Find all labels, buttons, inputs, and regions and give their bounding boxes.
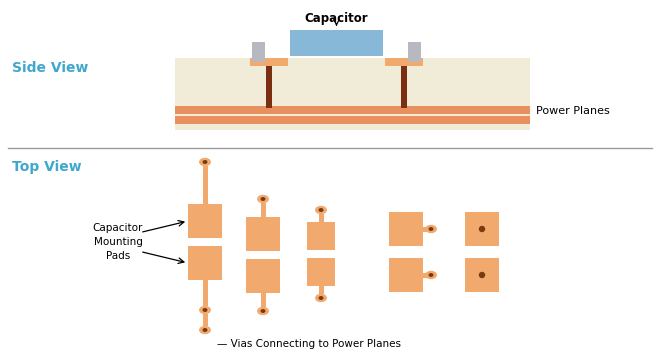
Bar bbox=[385, 58, 423, 66]
Bar bbox=[389, 258, 423, 292]
Ellipse shape bbox=[319, 297, 323, 299]
Ellipse shape bbox=[480, 273, 484, 277]
Ellipse shape bbox=[258, 308, 268, 314]
Text: Capacitor
Mounting
Pads: Capacitor Mounting Pads bbox=[93, 223, 143, 261]
Ellipse shape bbox=[429, 274, 433, 276]
Bar bbox=[250, 58, 288, 66]
Ellipse shape bbox=[200, 158, 211, 166]
Bar bbox=[188, 246, 222, 280]
Ellipse shape bbox=[258, 195, 268, 202]
Bar bbox=[465, 212, 499, 246]
Bar bbox=[175, 106, 530, 114]
Bar bbox=[307, 258, 335, 286]
Bar bbox=[246, 259, 280, 293]
Text: Power Planes: Power Planes bbox=[536, 106, 610, 116]
Bar bbox=[261, 203, 265, 217]
Bar bbox=[319, 214, 323, 222]
Text: Top View: Top View bbox=[12, 160, 82, 174]
Bar bbox=[175, 116, 530, 124]
Ellipse shape bbox=[426, 272, 436, 278]
Bar bbox=[307, 222, 335, 250]
Text: — Vias Connecting to Power Planes: — Vias Connecting to Power Planes bbox=[217, 339, 401, 349]
Ellipse shape bbox=[200, 306, 211, 313]
Bar bbox=[203, 314, 207, 326]
Ellipse shape bbox=[429, 228, 433, 230]
Bar bbox=[246, 217, 280, 251]
Text: Capacitor: Capacitor bbox=[305, 12, 368, 25]
Bar bbox=[188, 204, 222, 238]
Ellipse shape bbox=[315, 206, 326, 214]
Ellipse shape bbox=[480, 226, 484, 232]
Ellipse shape bbox=[203, 329, 207, 331]
Bar bbox=[423, 273, 427, 277]
Bar bbox=[175, 58, 530, 130]
Ellipse shape bbox=[319, 209, 323, 211]
Ellipse shape bbox=[261, 198, 265, 200]
Bar bbox=[290, 30, 383, 56]
Bar bbox=[266, 66, 272, 108]
Text: Side View: Side View bbox=[12, 61, 88, 75]
Bar bbox=[319, 286, 323, 294]
Ellipse shape bbox=[426, 226, 436, 233]
Bar bbox=[203, 280, 207, 306]
Ellipse shape bbox=[203, 161, 207, 163]
Bar bbox=[252, 42, 265, 62]
Bar bbox=[408, 42, 421, 62]
Bar bbox=[401, 66, 407, 108]
Bar bbox=[423, 226, 427, 232]
Ellipse shape bbox=[261, 310, 265, 312]
Ellipse shape bbox=[203, 309, 207, 311]
Bar bbox=[203, 166, 207, 204]
Ellipse shape bbox=[200, 327, 211, 333]
Bar bbox=[465, 258, 499, 292]
Ellipse shape bbox=[315, 294, 326, 301]
Bar bbox=[261, 293, 265, 307]
Bar bbox=[389, 212, 423, 246]
